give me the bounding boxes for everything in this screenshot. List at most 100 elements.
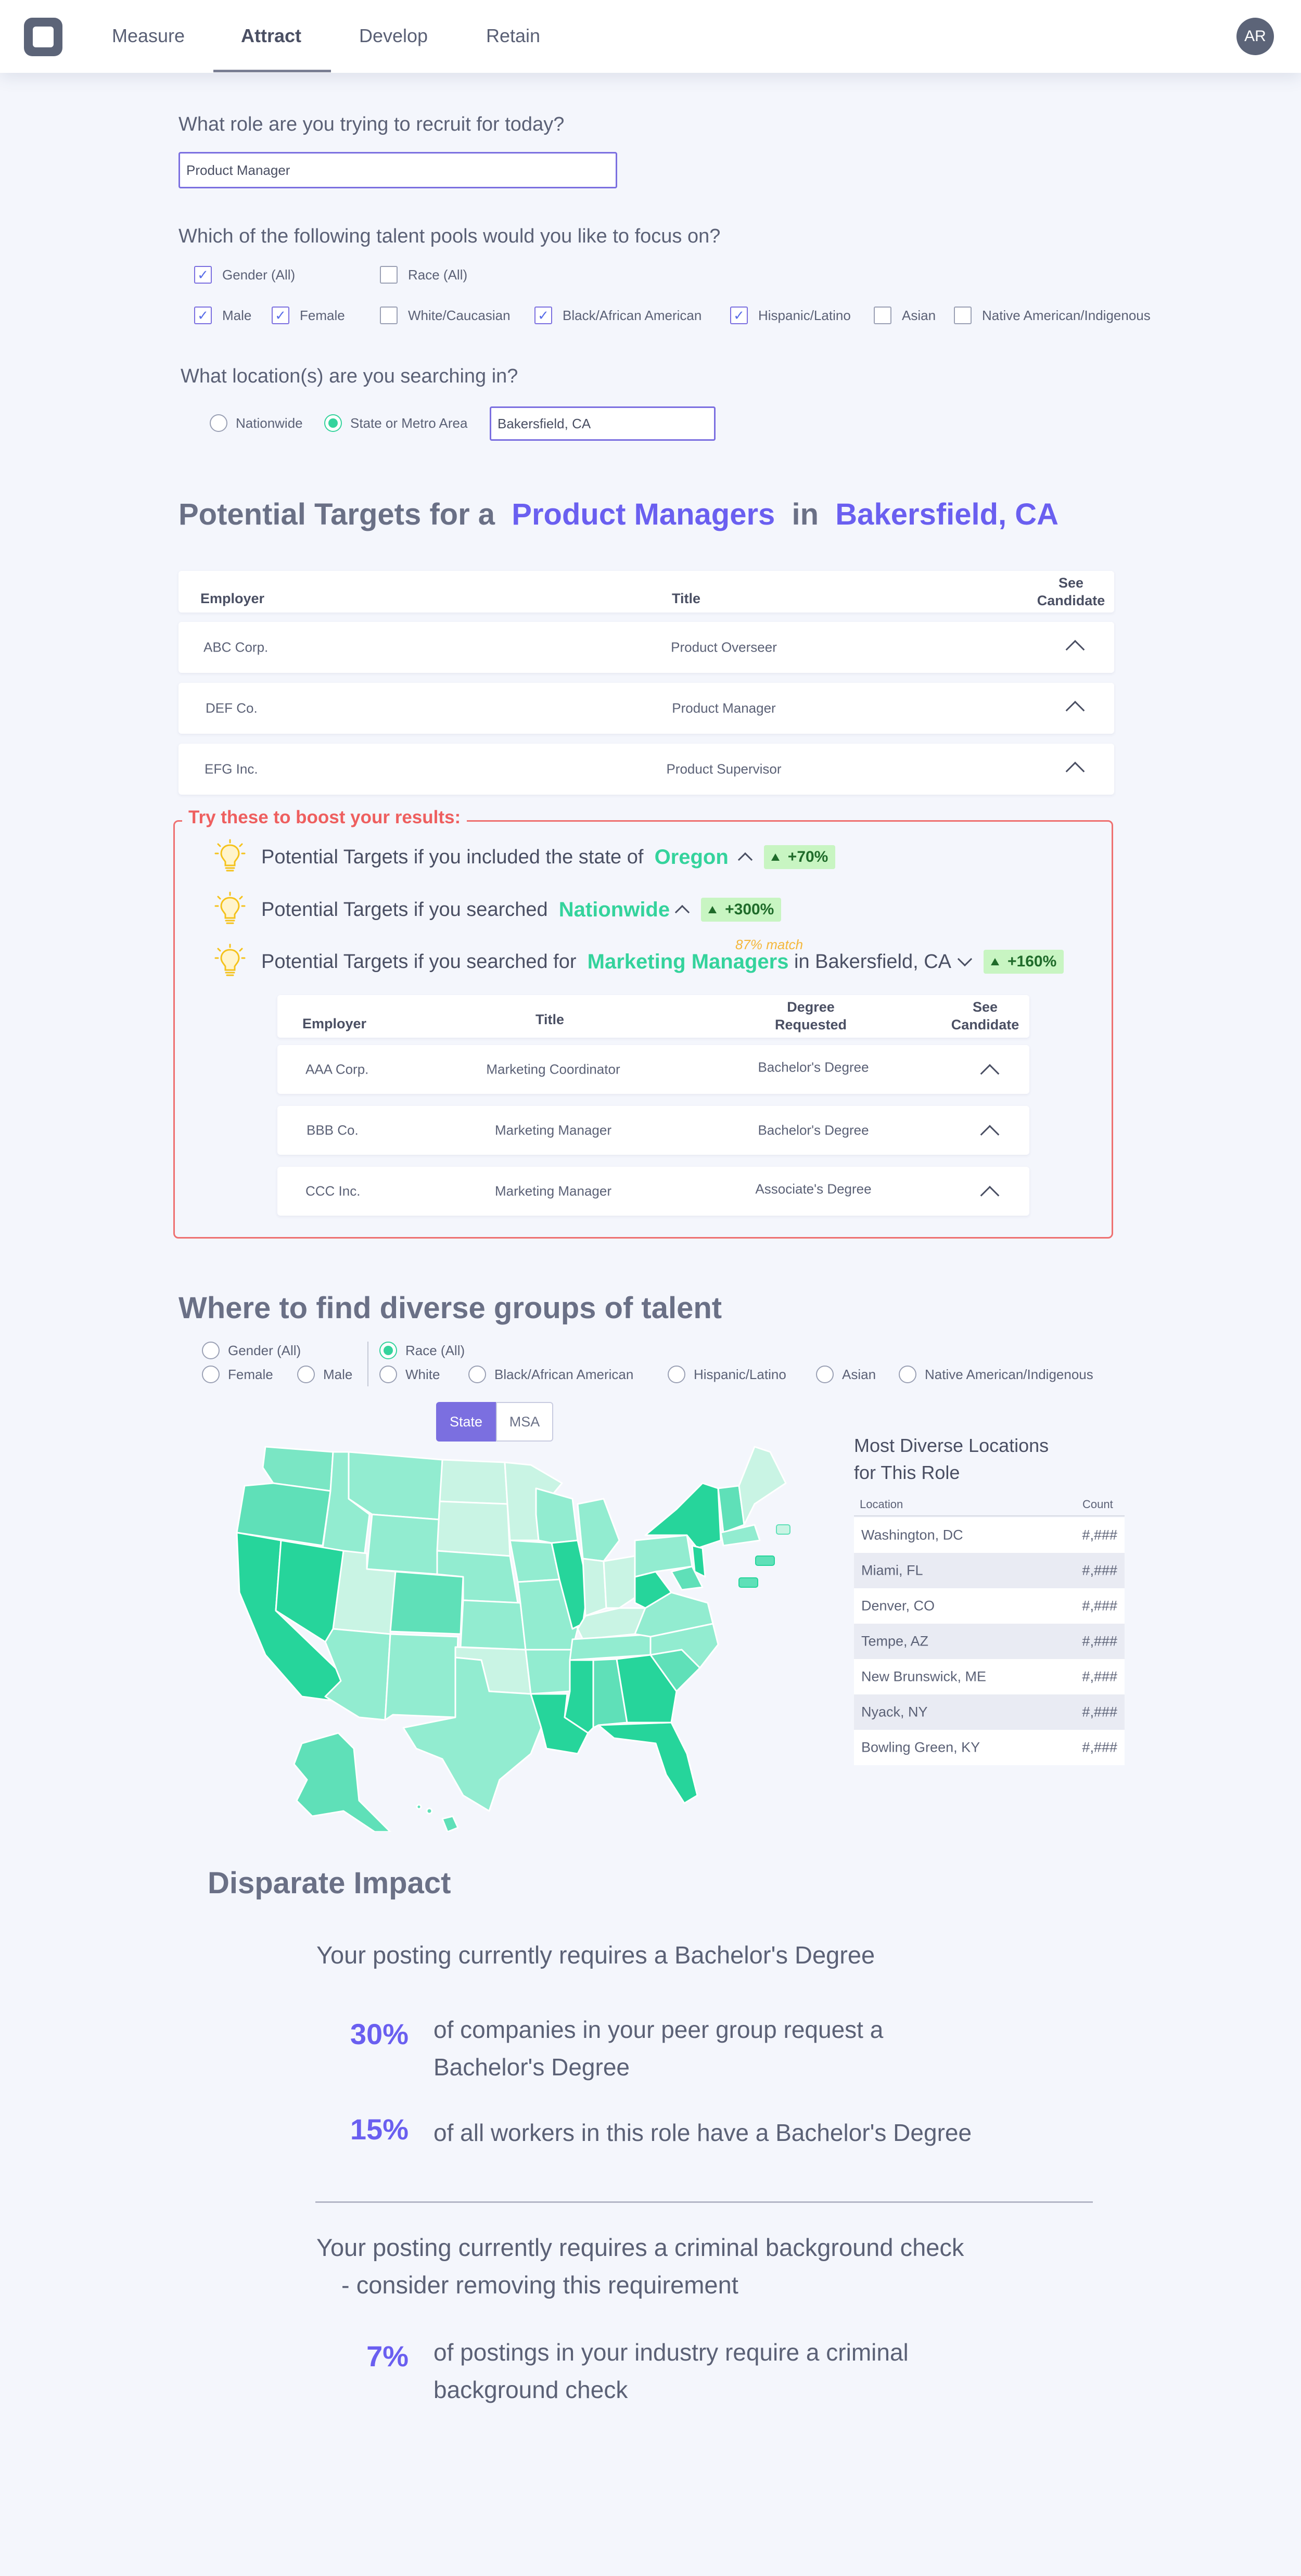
- state-north-dakota[interactable]: [439, 1459, 508, 1505]
- state-michigan[interactable]: [577, 1498, 620, 1562]
- check-icon: ✓: [194, 307, 212, 324]
- location-row[interactable]: Denver, CO #,###: [854, 1588, 1125, 1624]
- link-marketing-managers[interactable]: Marketing Managers: [587, 950, 789, 973]
- filter-divider: [367, 1342, 368, 1386]
- radio-native[interactable]: Native American/Indigenous: [899, 1366, 1093, 1383]
- state-new-york[interactable]: [644, 1482, 722, 1549]
- radio-hispanic[interactable]: Hispanic/Latino: [668, 1366, 786, 1383]
- targets-table-header: Employer Title See Candidate: [178, 571, 1114, 613]
- checkbox-hispanic[interactable]: ✓ Hispanic/Latino: [730, 307, 851, 324]
- state-colorado[interactable]: [389, 1571, 464, 1635]
- boost-title: Try these to boost your results:: [182, 807, 467, 828]
- badge-nationwide: +300%: [701, 898, 782, 922]
- checkbox-gender-all[interactable]: ✓ Gender (All): [194, 266, 295, 284]
- location-row[interactable]: Nyack, NY #,###: [854, 1694, 1125, 1730]
- state-alaska[interactable]: [293, 1732, 391, 1832]
- chevron-up-icon[interactable]: [737, 852, 752, 868]
- active-tab-indicator: [213, 70, 331, 72]
- radio-nationwide[interactable]: Nationwide: [210, 414, 303, 432]
- col-title: Title: [535, 1012, 565, 1027]
- checkbox-female[interactable]: ✓ Female: [272, 307, 345, 324]
- col-title: Title: [672, 591, 701, 606]
- chevron-up-icon[interactable]: [980, 1125, 1000, 1144]
- radio-female[interactable]: Female: [202, 1366, 273, 1383]
- location-row[interactable]: Washington, DC #,###: [854, 1517, 1125, 1553]
- role-input[interactable]: Product Manager: [178, 152, 617, 188]
- chevron-up-icon[interactable]: [980, 1185, 1000, 1205]
- location-row[interactable]: Miami, FL #,###: [854, 1553, 1125, 1588]
- radio-gender-all[interactable]: Gender (All): [202, 1342, 301, 1359]
- state-kansas[interactable]: [460, 1599, 527, 1651]
- state-pennsylvania[interactable]: [634, 1534, 693, 1578]
- tab-attract[interactable]: Attract: [241, 25, 302, 46]
- location-input[interactable]: Bakersfield, CA: [490, 406, 716, 441]
- state-georgia[interactable]: [616, 1654, 678, 1724]
- location-question: What location(s) are you searching in?: [181, 365, 518, 387]
- triangle-up-icon: [708, 906, 717, 913]
- table-row: ABC Corp. Product Overseer: [178, 622, 1114, 673]
- chevron-up-icon[interactable]: [1065, 700, 1085, 720]
- tab-measure[interactable]: Measure: [112, 25, 185, 46]
- state-indiana[interactable]: [582, 1558, 607, 1617]
- state-chip[interactable]: [738, 1577, 758, 1588]
- state-florida[interactable]: [597, 1721, 698, 1804]
- table-divider: [854, 1515, 1125, 1516]
- state-south-dakota[interactable]: [436, 1500, 511, 1557]
- app-logo[interactable]: [24, 18, 62, 56]
- chevron-up-icon[interactable]: [1065, 761, 1085, 781]
- state-ohio[interactable]: [603, 1555, 644, 1609]
- radio-black[interactable]: Black/African American: [468, 1366, 633, 1383]
- tip-nationwide: Potential Targets if you searched Nation…: [214, 891, 782, 928]
- radio-white[interactable]: White: [379, 1366, 440, 1383]
- boost-panel: [173, 820, 1113, 1239]
- radio-male[interactable]: Male: [297, 1366, 352, 1383]
- tip-marketing: Potential Targets if you searched for Ma…: [214, 943, 1064, 980]
- us-map[interactable]: [219, 1436, 807, 1832]
- tab-develop[interactable]: Develop: [359, 25, 428, 46]
- check-icon: ✓: [730, 307, 748, 324]
- chevron-up-icon[interactable]: [980, 1064, 1000, 1083]
- checkbox-male[interactable]: ✓ Male: [194, 307, 251, 324]
- radio-state-metro[interactable]: State or Metro Area: [324, 414, 467, 432]
- state-alabama[interactable]: [592, 1658, 628, 1729]
- state-wisconsin[interactable]: [535, 1487, 579, 1544]
- state-hawaii[interactable]: [441, 1815, 459, 1832]
- state-maryland[interactable]: [670, 1565, 704, 1591]
- toggle-msa[interactable]: MSA: [496, 1402, 553, 1442]
- radio-asian[interactable]: Asian: [816, 1366, 876, 1383]
- state-new-jersey[interactable]: [691, 1545, 706, 1578]
- state-massachusetts[interactable]: [720, 1524, 761, 1547]
- checkbox-race-all[interactable]: Race (All): [380, 266, 467, 284]
- col-employer: Employer: [302, 1016, 367, 1031]
- state-new-mexico[interactable]: [384, 1633, 459, 1721]
- chevron-up-icon[interactable]: [674, 904, 690, 920]
- table-row: BBB Co. Marketing Manager Bachelor's Deg…: [277, 1106, 1029, 1155]
- state-wyoming[interactable]: [366, 1513, 441, 1575]
- checkbox-native[interactable]: Native American/Indigenous: [954, 307, 1151, 324]
- state-louisiana[interactable]: [530, 1693, 589, 1755]
- degree-requirement-text: Your posting currently requires a Bachel…: [316, 1941, 875, 1969]
- state-texas[interactable]: [402, 1656, 542, 1812]
- link-nationwide[interactable]: Nationwide: [558, 898, 670, 921]
- checkbox-asian[interactable]: Asian: [874, 307, 936, 324]
- state-hawaii-island: [416, 1804, 422, 1810]
- chevron-up-icon[interactable]: [1065, 640, 1085, 659]
- tab-retain[interactable]: Retain: [486, 25, 541, 46]
- chevron-down-icon[interactable]: [957, 951, 973, 967]
- state-chip[interactable]: [755, 1555, 775, 1566]
- stat-peer-text: of companies in your peer group request …: [433, 2016, 884, 2081]
- state-maine[interactable]: [738, 1446, 787, 1526]
- col-count: Count: [1082, 1498, 1113, 1511]
- location-row[interactable]: Bowling Green, KY #,###: [854, 1730, 1125, 1765]
- toggle-state[interactable]: State: [436, 1402, 496, 1442]
- radio-race-all[interactable]: Race (All): [379, 1342, 465, 1359]
- state-hawaii-island: [426, 1807, 433, 1815]
- location-row[interactable]: Tempe, AZ #,###: [854, 1624, 1125, 1659]
- state-arkansas[interactable]: [525, 1649, 573, 1695]
- state-chip[interactable]: [776, 1524, 790, 1535]
- location-row[interactable]: New Brunswick, ME #,###: [854, 1659, 1125, 1694]
- avatar[interactable]: AR: [1236, 18, 1274, 55]
- checkbox-black[interactable]: ✓ Black/African American: [534, 307, 701, 324]
- checkbox-white[interactable]: White/Caucasian: [380, 307, 511, 324]
- link-oregon[interactable]: Oregon: [654, 845, 729, 869]
